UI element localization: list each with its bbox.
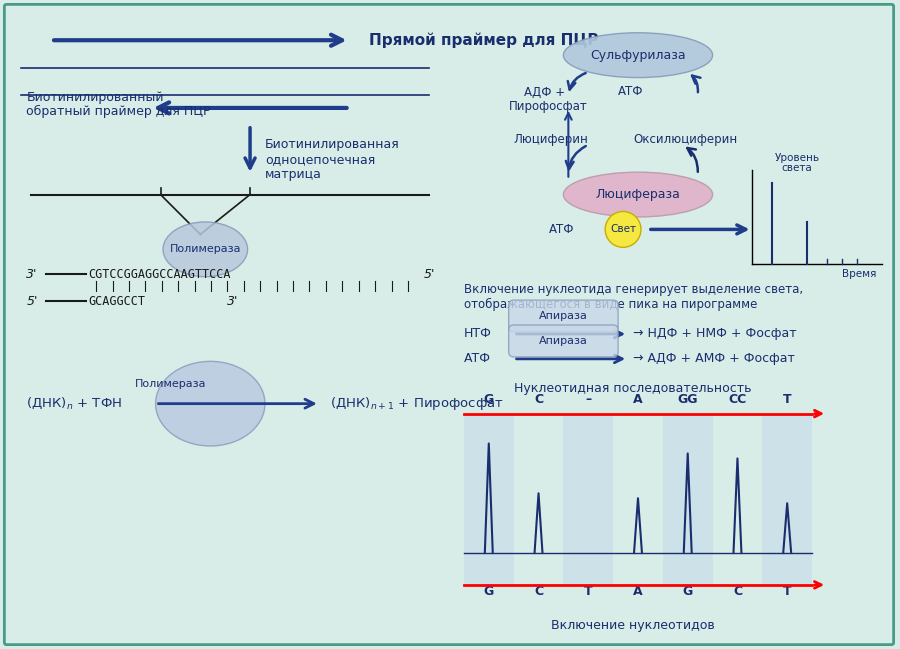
Text: Включение нуклеотида генерирует выделение света,: Включение нуклеотида генерирует выделени… — [464, 283, 803, 296]
Text: → АДФ + АМФ + Фосфат: → АДФ + АМФ + Фосфат — [633, 352, 795, 365]
Text: АТФ: АТФ — [548, 223, 574, 236]
Ellipse shape — [163, 222, 248, 276]
Text: G: G — [682, 585, 693, 598]
Text: Сульфурилаза: Сульфурилаза — [590, 49, 686, 62]
Text: $(\text{ДНК})_{n+1}$ + Пирофосфат: $(\text{ДНК})_{n+1}$ + Пирофосфат — [329, 395, 503, 412]
Text: 5': 5' — [424, 268, 436, 281]
Text: одноцепочечная: одноцепочечная — [265, 153, 375, 166]
Text: T: T — [783, 393, 791, 406]
Text: –: – — [585, 393, 591, 406]
Text: Включение нуклеотидов: Включение нуклеотидов — [551, 619, 715, 632]
Text: Биотинилированный: Биотинилированный — [26, 92, 164, 104]
FancyBboxPatch shape — [464, 413, 514, 585]
Text: АТФ: АТФ — [464, 352, 490, 365]
FancyBboxPatch shape — [762, 413, 812, 585]
Text: Полимераза: Полимераза — [135, 379, 206, 389]
Text: CC: CC — [728, 393, 747, 406]
FancyBboxPatch shape — [508, 300, 618, 332]
Text: GCAGGCCT: GCAGGCCT — [88, 295, 145, 308]
Text: G: G — [483, 393, 494, 406]
Text: → НДФ + НМФ + Фосфат: → НДФ + НМФ + Фосфат — [633, 328, 796, 341]
Text: G: G — [483, 585, 494, 598]
Text: Люциферин: Люциферин — [514, 133, 589, 146]
Text: НТФ: НТФ — [464, 328, 491, 341]
Text: Пирофосфат: Пирофосфат — [508, 101, 588, 114]
Text: Уровень: Уровень — [775, 153, 820, 163]
Text: 3': 3' — [26, 268, 38, 281]
Text: Апираза: Апираза — [539, 336, 588, 346]
FancyBboxPatch shape — [508, 325, 618, 357]
Text: Биотинилированная: Биотинилированная — [265, 138, 400, 151]
Text: АТФ: АТФ — [618, 86, 644, 99]
Text: 5': 5' — [26, 295, 38, 308]
Text: Свет: Свет — [610, 225, 636, 234]
Text: C: C — [534, 393, 543, 406]
Text: T: T — [584, 585, 592, 598]
Text: матрица: матрица — [265, 168, 322, 181]
Text: Апираза: Апираза — [539, 311, 588, 321]
Text: CGTCCGGAGGCCAAGTTCCA: CGTCCGGAGGCCAAGTTCCA — [88, 268, 230, 281]
FancyBboxPatch shape — [4, 5, 894, 644]
Text: Прямой праймер для ПЦР: Прямой праймер для ПЦР — [369, 32, 598, 48]
Text: Нуклеотидная последовательность: Нуклеотидная последовательность — [514, 382, 752, 395]
Text: Полимераза: Полимераза — [169, 244, 241, 254]
FancyBboxPatch shape — [663, 413, 713, 585]
FancyBboxPatch shape — [613, 413, 663, 585]
FancyBboxPatch shape — [713, 413, 762, 585]
Ellipse shape — [563, 32, 713, 78]
Text: C: C — [534, 585, 543, 598]
FancyBboxPatch shape — [514, 413, 563, 585]
Text: A: A — [634, 585, 643, 598]
Ellipse shape — [563, 172, 713, 217]
Text: АДФ +: АДФ + — [524, 86, 564, 99]
Text: 3': 3' — [227, 295, 239, 308]
Text: отображающегося в виде пика на пирограмме: отображающегося в виде пика на пирограмм… — [464, 297, 757, 311]
Text: C: C — [733, 585, 742, 598]
Text: света: света — [782, 163, 813, 173]
Text: Время: Время — [842, 269, 877, 279]
Ellipse shape — [156, 361, 265, 446]
Text: GG: GG — [678, 393, 698, 406]
Text: $(\text{ДНК})_n$ + ТФН: $(\text{ДНК})_n$ + ТФН — [26, 396, 122, 411]
Circle shape — [605, 212, 641, 247]
Text: A: A — [634, 393, 643, 406]
Text: Люцифераза: Люцифераза — [596, 188, 680, 201]
Text: Оксилюциферин: Оксилюциферин — [633, 133, 737, 146]
Text: обратный праймер для ПЦР: обратный праймер для ПЦР — [26, 105, 211, 119]
FancyBboxPatch shape — [563, 413, 613, 585]
Text: T: T — [783, 585, 791, 598]
